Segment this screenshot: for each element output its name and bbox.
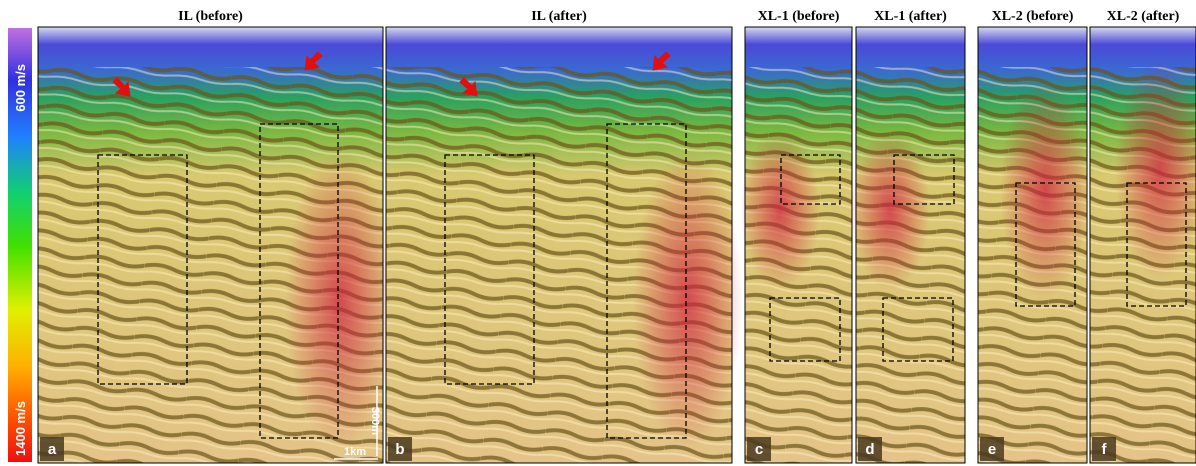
- velocity-anomaly: [633, 150, 743, 450]
- panel-label: d: [865, 441, 874, 458]
- panel-title: XL-2 (after): [1107, 9, 1180, 24]
- velocity-anomaly: [1000, 80, 1090, 300]
- colorbar-bottom-label: 1400 m/s: [13, 401, 28, 456]
- panel-title: XL-1 (after): [874, 9, 947, 24]
- panel-title: IL (before): [178, 9, 243, 24]
- velocity-anomaly: [740, 130, 820, 290]
- panel-label: b: [395, 441, 404, 458]
- velocity-anomaly: [850, 130, 930, 290]
- scale-label-vertical: 300m: [369, 407, 381, 435]
- velocity-anomaly: [285, 150, 395, 450]
- panel-label: c: [755, 441, 763, 458]
- scale-label-horizontal: 1km: [344, 446, 366, 458]
- panel-label: e: [988, 441, 996, 458]
- panel-title: IL (after): [531, 9, 587, 24]
- panel-title: XL-1 (before): [758, 9, 840, 24]
- panel-label: a: [48, 441, 57, 458]
- panel-title: XL-2 (before): [992, 9, 1074, 24]
- colorbar-top-label: 600 m/s: [13, 64, 28, 112]
- figure: 600 m/s 1400 m/s IL (before) a IL (after) b…: [0, 0, 1196, 466]
